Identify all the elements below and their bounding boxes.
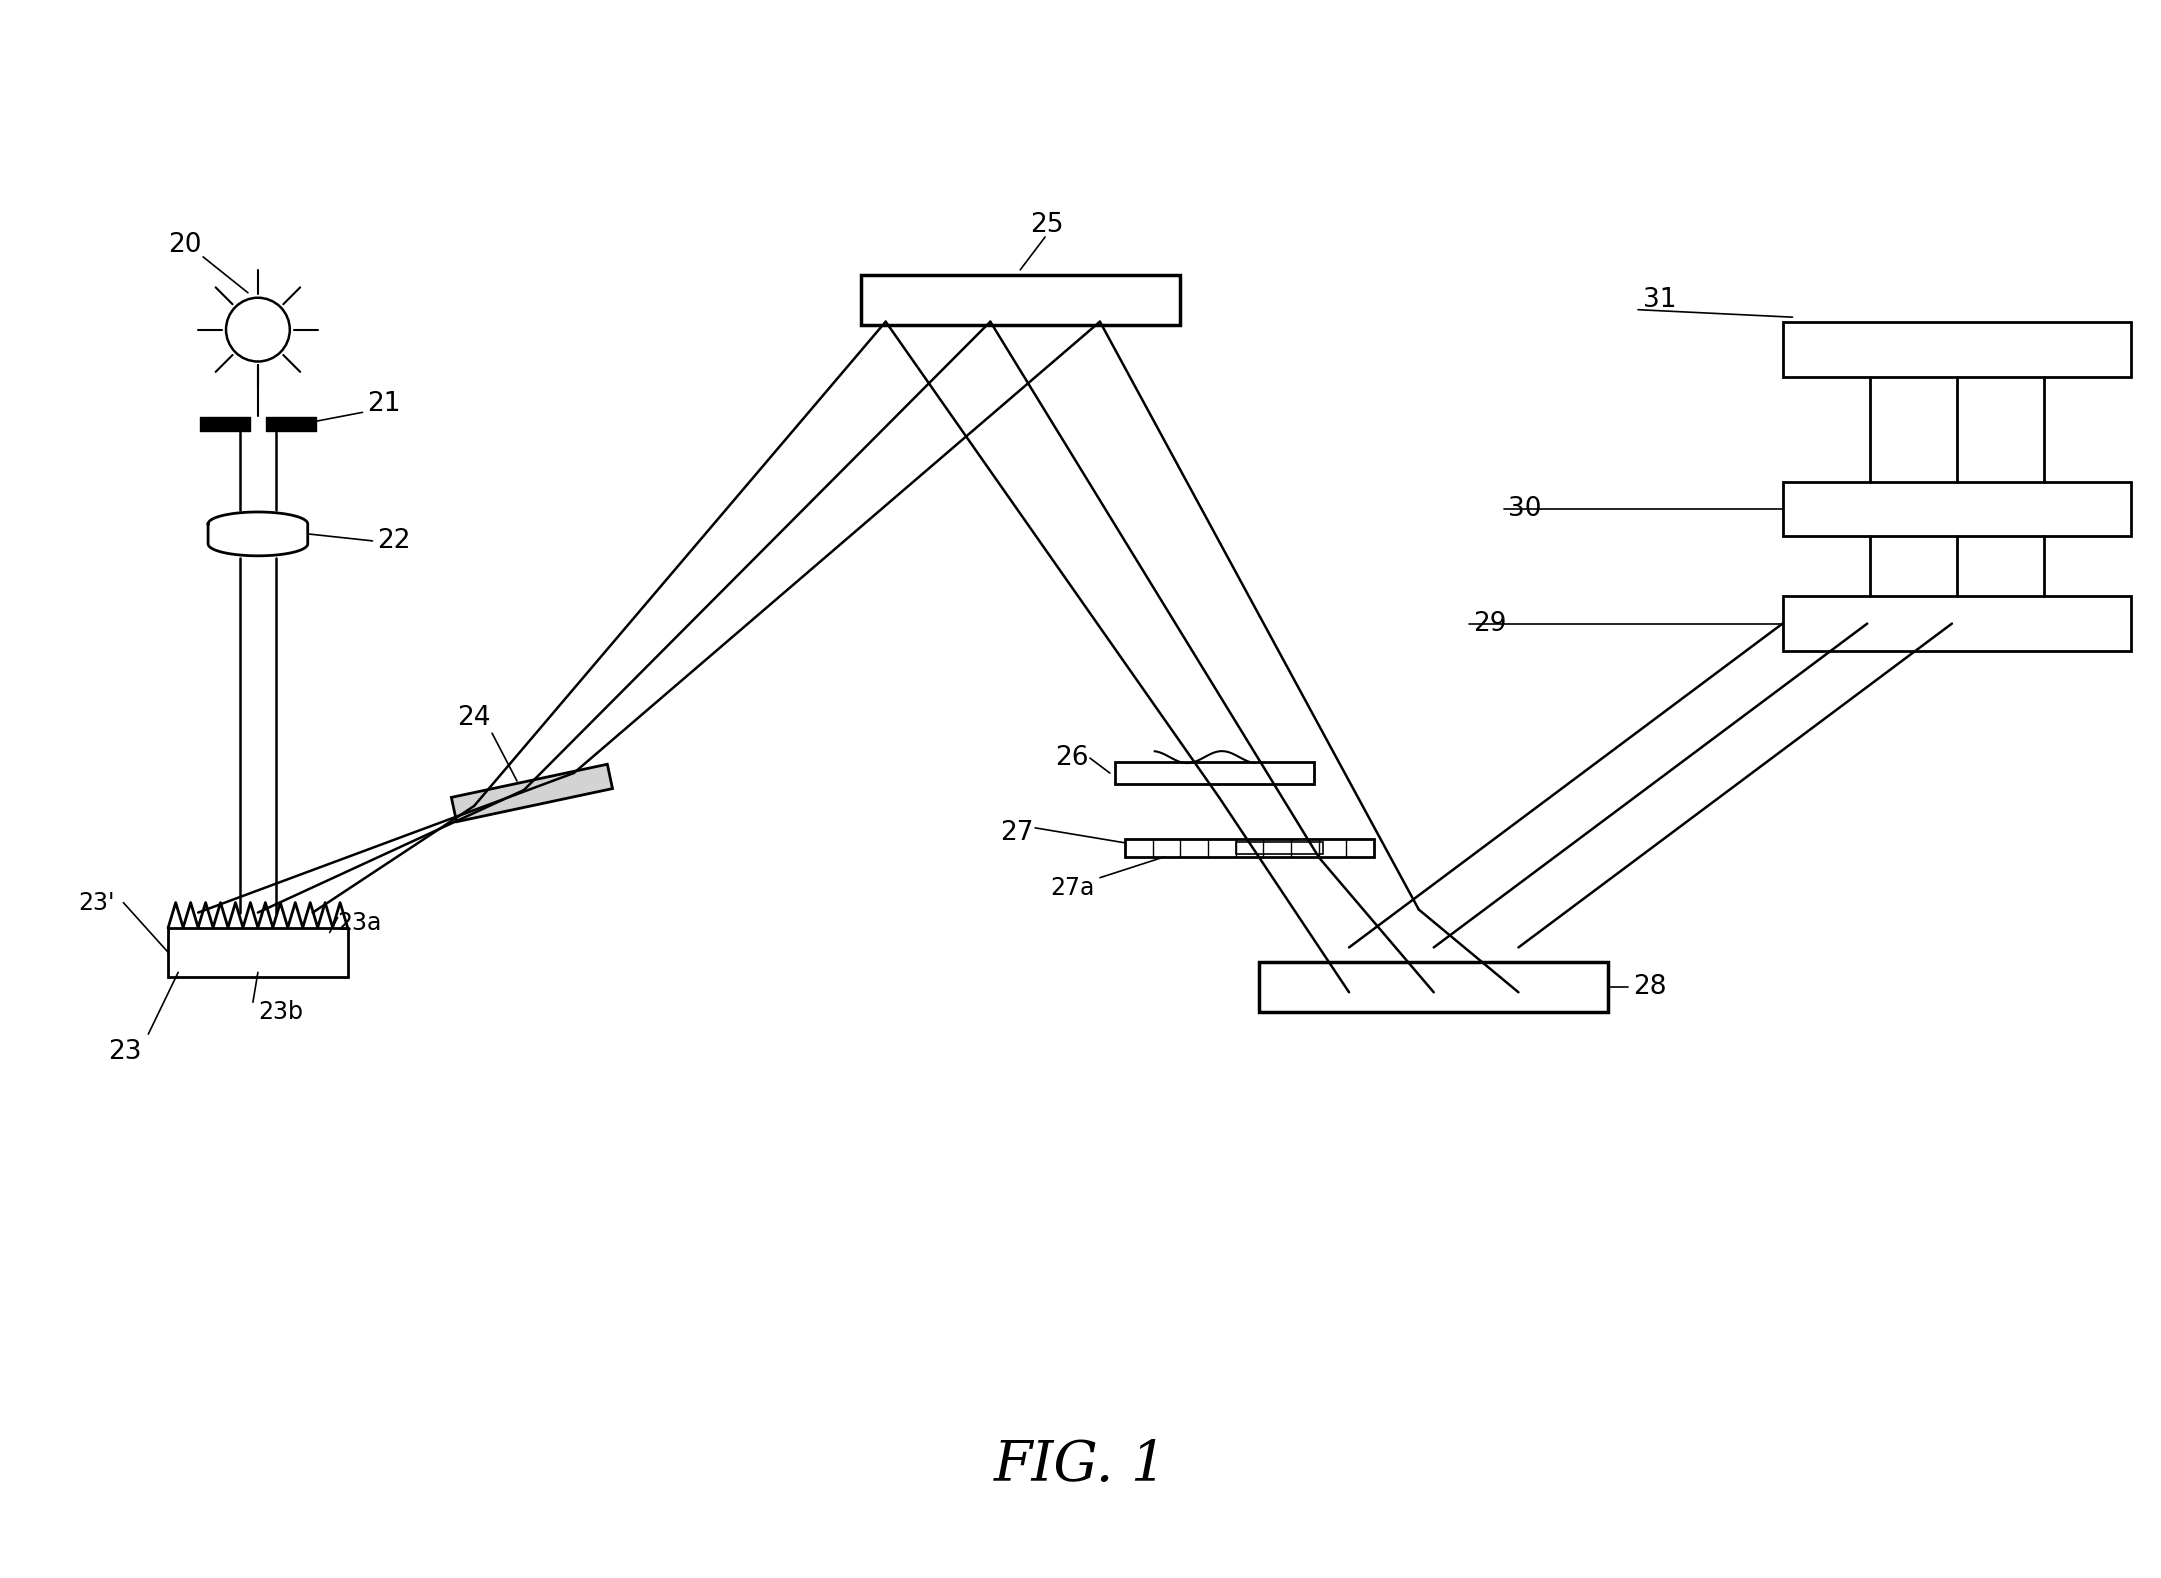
Text: 23': 23' xyxy=(78,890,115,915)
Bar xyxy=(1783,596,2131,652)
Text: 28: 28 xyxy=(1634,974,1666,1000)
Text: 23b: 23b xyxy=(257,1000,303,1024)
Bar xyxy=(1783,481,2131,537)
Bar xyxy=(1115,762,1314,784)
Text: 20: 20 xyxy=(169,232,201,257)
Text: 22: 22 xyxy=(378,529,411,554)
Text: 29: 29 xyxy=(1474,611,1506,636)
Bar xyxy=(860,275,1180,325)
Polygon shape xyxy=(207,511,307,555)
Text: 27a: 27a xyxy=(1050,876,1093,899)
Text: 23a: 23a xyxy=(337,911,382,934)
Bar xyxy=(1260,963,1608,1011)
Bar xyxy=(1236,841,1323,854)
Text: 30: 30 xyxy=(1508,495,1543,522)
Text: 25: 25 xyxy=(1031,211,1063,238)
Text: 31: 31 xyxy=(1642,287,1677,312)
Bar xyxy=(1783,322,2131,377)
Bar xyxy=(452,764,612,822)
Text: 24: 24 xyxy=(458,705,491,731)
Bar xyxy=(1126,839,1374,857)
Text: 27: 27 xyxy=(1001,821,1033,846)
Bar xyxy=(169,928,348,977)
Text: 26: 26 xyxy=(1055,745,1089,772)
Text: 21: 21 xyxy=(367,391,402,417)
Text: FIG. 1: FIG. 1 xyxy=(994,1438,1167,1493)
Text: 23: 23 xyxy=(108,1038,143,1065)
